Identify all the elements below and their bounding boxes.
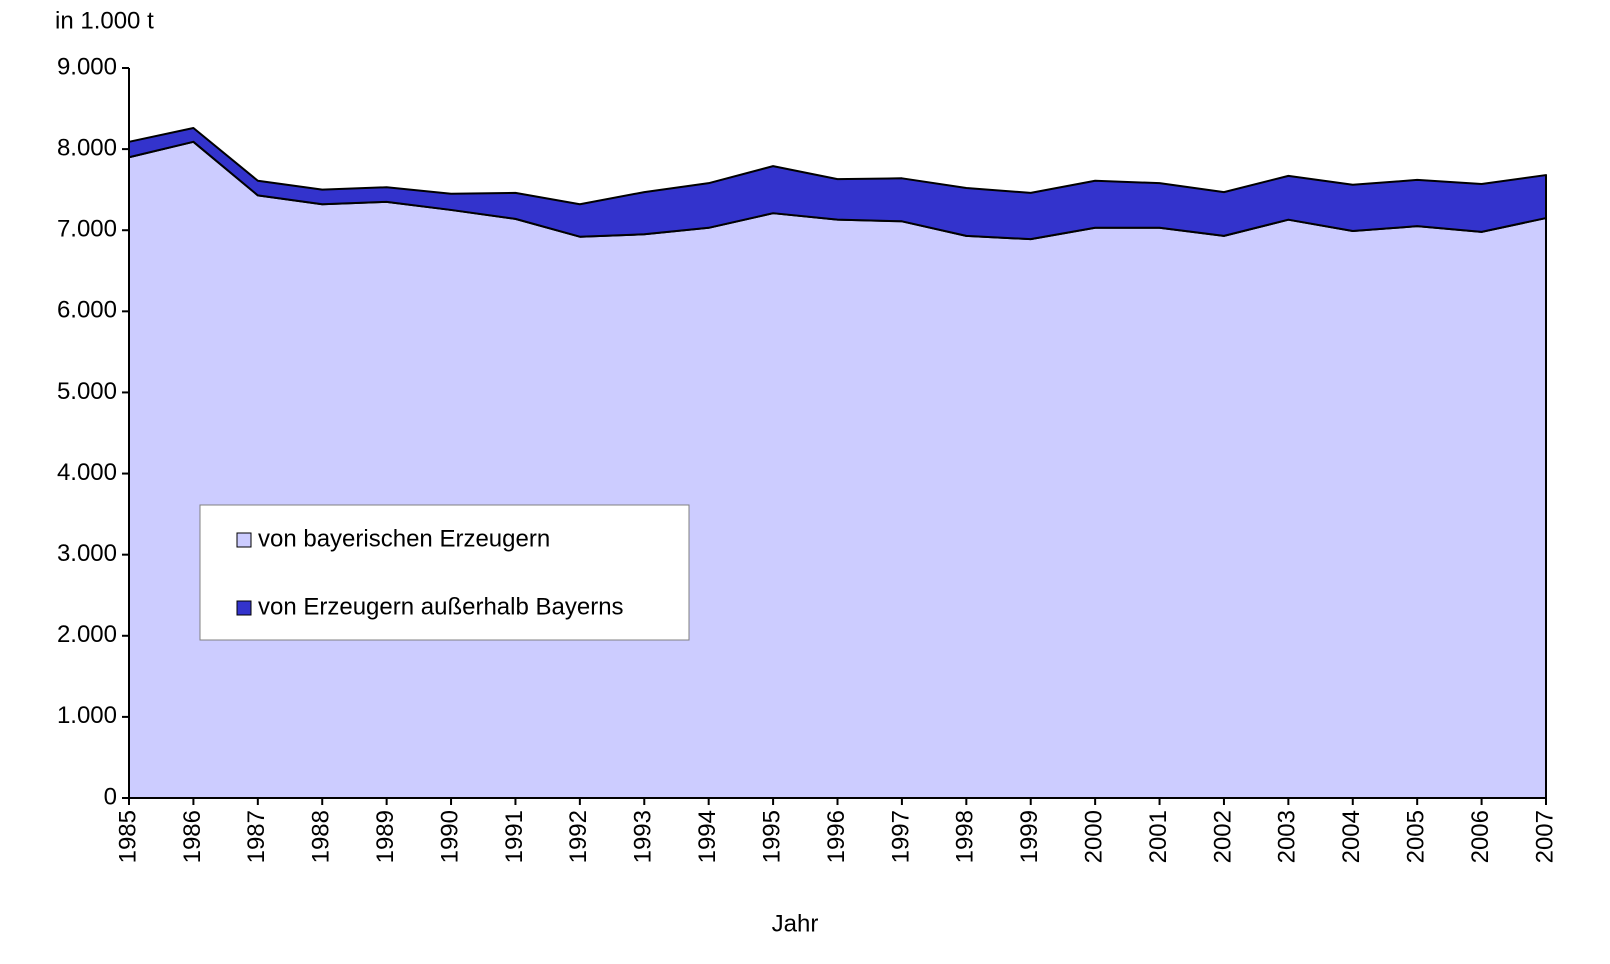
y-tick-label: 1.000 bbox=[57, 702, 117, 729]
legend-label: von Erzeugern außerhalb Bayerns bbox=[258, 593, 624, 620]
x-tick-label: 1988 bbox=[308, 810, 335, 863]
x-axis-label: Jahr bbox=[772, 910, 819, 937]
x-tick-label: 1989 bbox=[372, 810, 399, 863]
area bbox=[128, 127, 1547, 241]
y-tick-label: 8.000 bbox=[57, 134, 117, 161]
x-tick-label: 2004 bbox=[1338, 810, 1365, 863]
x-tick-label: 2000 bbox=[1080, 810, 1107, 863]
legend-swatch bbox=[236, 532, 252, 548]
x-tick-label: 2001 bbox=[1145, 810, 1172, 863]
y-tick-label: 6.000 bbox=[57, 297, 117, 324]
y-tick-label: 9.000 bbox=[57, 53, 117, 80]
legend-label: von bayerischen Erzeugern bbox=[258, 525, 550, 552]
x-tick-label: 2003 bbox=[1274, 810, 1301, 863]
x-tick-label: 1990 bbox=[436, 810, 463, 863]
legend: von bayerischen Erzeugern von Erzeugern a… bbox=[199, 504, 690, 641]
x-tick-label: 1991 bbox=[501, 810, 528, 863]
x-tick-label: 2007 bbox=[1531, 810, 1558, 863]
x-tick-label: 1993 bbox=[630, 810, 657, 863]
x-tick-label: 1987 bbox=[243, 810, 270, 863]
y-tick-label: 0 bbox=[104, 783, 117, 810]
y-tick-label: 5.000 bbox=[57, 378, 117, 405]
x-tick-label: 1992 bbox=[565, 810, 592, 863]
x-tick-label: 2006 bbox=[1467, 810, 1494, 863]
x-tick-label: 1986 bbox=[179, 810, 206, 863]
y-tick-label: 7.000 bbox=[57, 216, 117, 243]
x-tick-label: 1996 bbox=[823, 810, 850, 863]
x-tick-label: 1995 bbox=[758, 810, 785, 863]
legend-box bbox=[199, 504, 690, 641]
y-unit-label: in 1.000 t bbox=[55, 7, 154, 34]
x-tick-label: 1999 bbox=[1016, 810, 1043, 863]
x-tick-label: 1998 bbox=[952, 810, 979, 863]
x-tick-label: 1985 bbox=[114, 810, 141, 863]
x-tick-label: 1994 bbox=[694, 810, 721, 863]
x-tick-label: 2002 bbox=[1209, 810, 1236, 863]
x-tick-label: 2005 bbox=[1403, 810, 1430, 863]
y-tick-label: 4.000 bbox=[57, 459, 117, 486]
area bbox=[128, 140, 1547, 799]
legend-swatch bbox=[236, 600, 252, 616]
y-tick-label: 3.000 bbox=[57, 540, 117, 567]
y-tick-label: 2.000 bbox=[57, 621, 117, 648]
x-tick-label: 1997 bbox=[887, 810, 914, 863]
